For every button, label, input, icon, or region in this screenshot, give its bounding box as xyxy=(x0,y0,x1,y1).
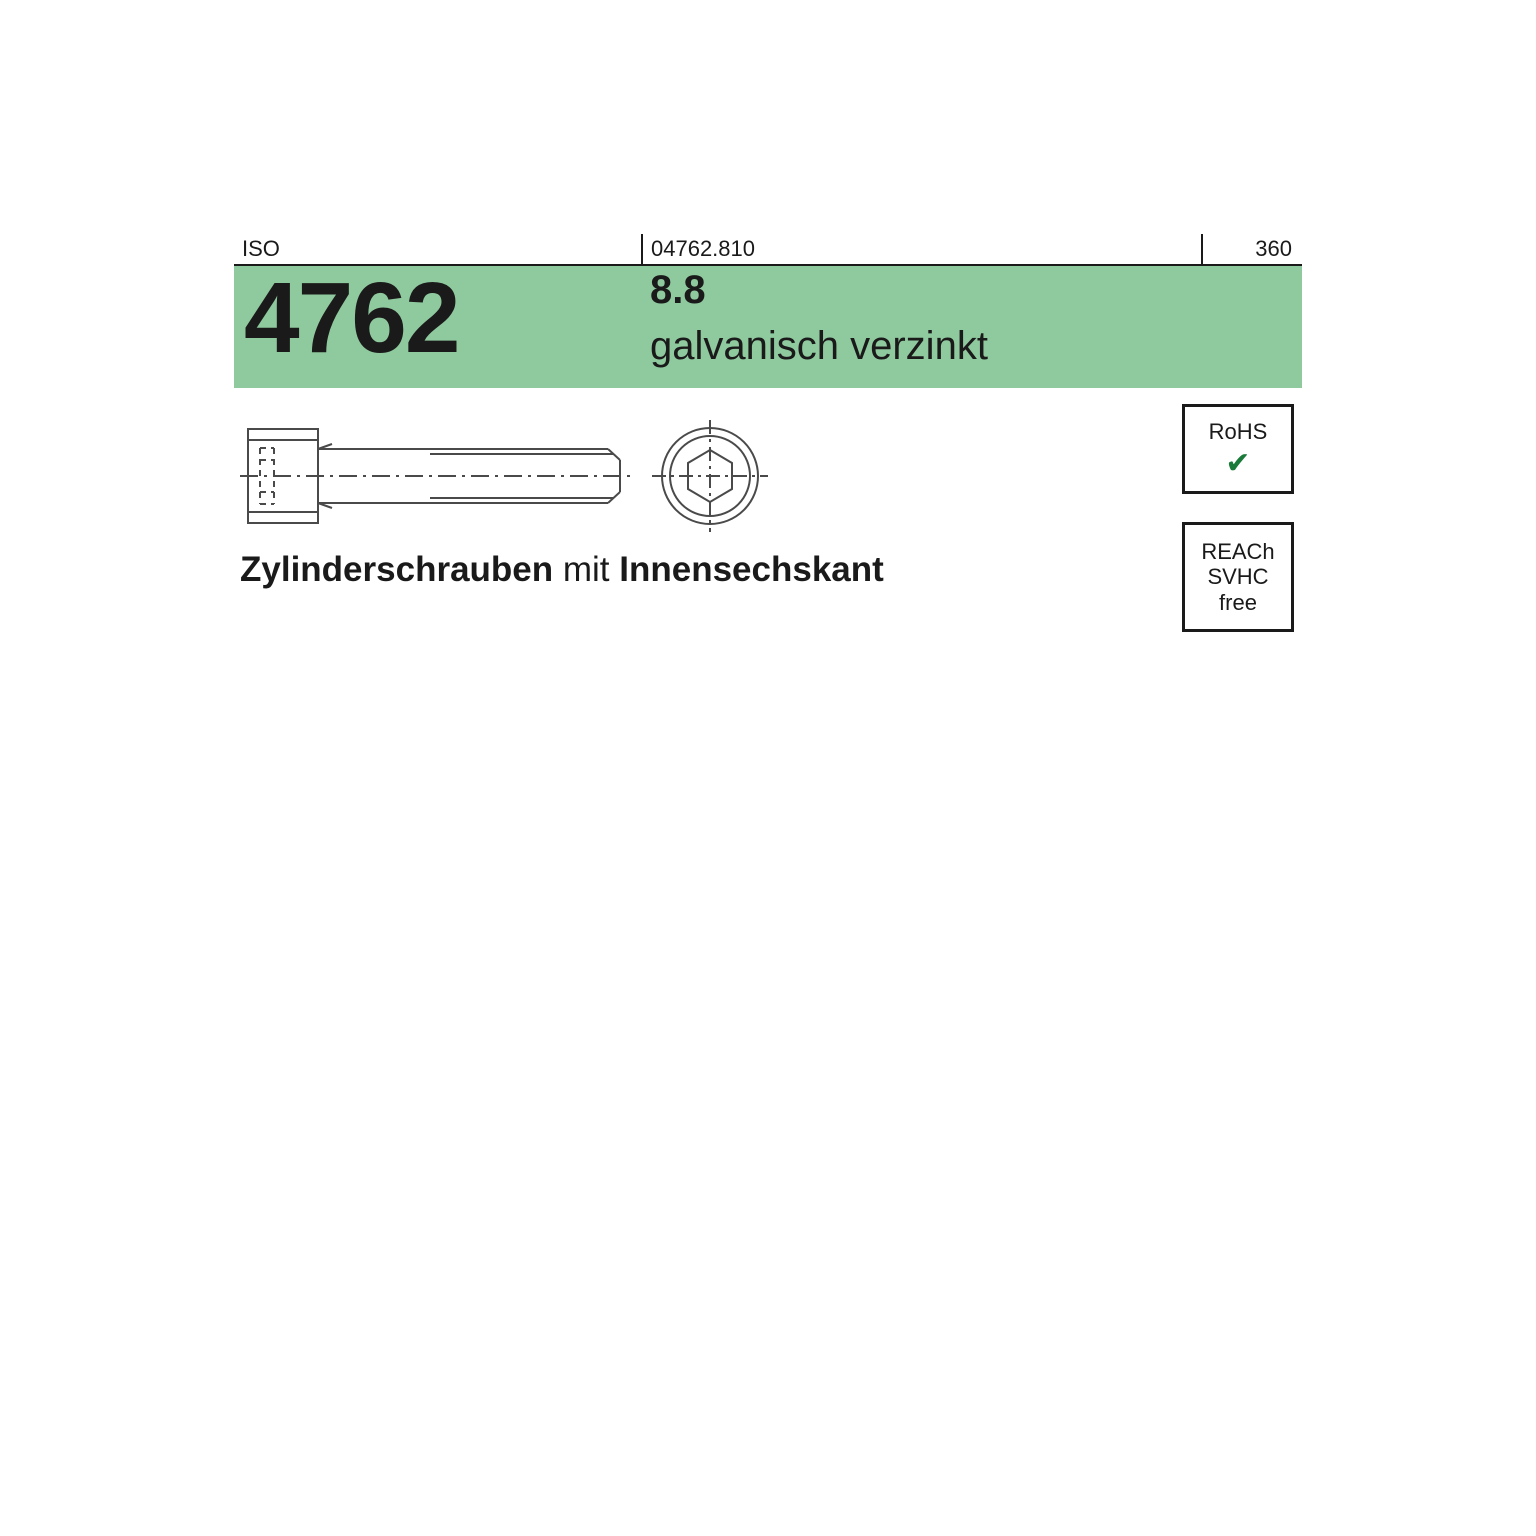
coating-label: galvanisch verzinkt xyxy=(650,324,988,369)
iso-label: ISO xyxy=(234,234,643,264)
product-title: Zylinderschrauben mit Innensechskant xyxy=(240,550,884,590)
strength-grade: 8.8 xyxy=(650,268,706,313)
reach-line2: SVHC xyxy=(1207,564,1268,589)
check-icon: ✔ xyxy=(1225,449,1250,479)
reach-line1: REACh xyxy=(1201,539,1274,564)
bolt-diagram xyxy=(240,416,780,536)
title-word1: Zylinderschrauben xyxy=(240,550,553,589)
reach-badge: REACh SVHC free xyxy=(1182,522,1294,632)
rohs-label: RoHS xyxy=(1209,419,1268,444)
standard-band: 4762 8.8 galvanisch verzinkt xyxy=(234,266,1302,388)
title-word2: Innensechskant xyxy=(619,550,884,589)
page-number: 360 xyxy=(1203,234,1302,264)
rohs-badge: RoHS ✔ xyxy=(1182,404,1294,494)
standard-number: 4762 xyxy=(234,266,458,371)
title-mid: mit xyxy=(553,550,619,589)
reach-line3: free xyxy=(1219,590,1257,615)
diagram-area: Zylinderschrauben mit Innensechskant RoH… xyxy=(234,388,1302,648)
article-code: 04762.810 xyxy=(643,234,1203,264)
spec-card: ISO 04762.810 360 4762 8.8 galvanisch ve… xyxy=(234,234,1302,1302)
